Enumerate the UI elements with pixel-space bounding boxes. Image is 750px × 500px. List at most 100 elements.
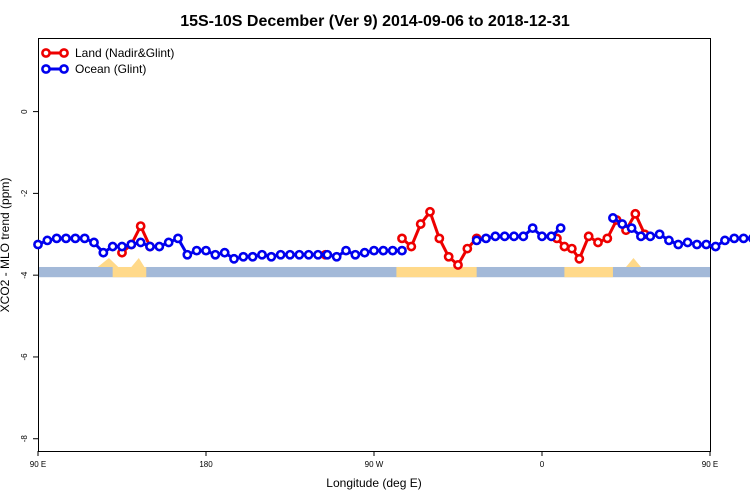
data-point: [42, 235, 53, 246]
data-point: [294, 249, 305, 260]
data-point: [729, 233, 740, 244]
data-point: [537, 231, 547, 242]
series-land: [117, 206, 650, 270]
data-point: [453, 260, 463, 270]
x-axis: 90 E 180 90 W 0 90 E: [30, 451, 718, 469]
ocean-band: [38, 266, 710, 278]
data-point: [636, 231, 646, 242]
data-point: [518, 231, 529, 242]
data-point: [313, 249, 323, 260]
data-point: [126, 239, 137, 250]
y-tick-label: -6: [20, 353, 29, 361]
land-peak: [131, 257, 145, 267]
legend-label: Ocean (Glint): [75, 62, 146, 76]
data-point: [229, 253, 239, 264]
data-point: [434, 233, 445, 244]
data-point: [499, 231, 510, 242]
data-point: [154, 241, 165, 252]
data-point: [257, 249, 267, 260]
y-tick-label: 0: [20, 109, 29, 114]
data-point: [555, 223, 566, 234]
legend-marker: [41, 48, 51, 58]
data-point: [238, 251, 249, 262]
land-segment: [396, 266, 477, 278]
data-point: [509, 231, 519, 242]
data-point: [331, 251, 342, 262]
data-point: [710, 241, 721, 252]
data-point: [33, 239, 43, 250]
y-axis-label: XCO2 - MLO trend (ppm): [0, 178, 12, 313]
data-point: [720, 235, 730, 246]
data-point: [673, 239, 684, 250]
data-point: [70, 233, 81, 244]
data-point: [219, 247, 230, 258]
data-point: [397, 245, 407, 256]
data-point: [738, 233, 749, 244]
data-point: [191, 245, 202, 256]
data-point: [406, 241, 417, 252]
land-segment: [564, 266, 613, 278]
series-ocean: [33, 213, 750, 264]
data-point: [163, 237, 174, 248]
data-point: [471, 235, 482, 246]
data-point: [626, 223, 637, 234]
data-point: [135, 221, 146, 231]
data-point: [135, 237, 146, 248]
data-point: [89, 237, 99, 248]
data-point: [654, 229, 665, 240]
data-point: [369, 245, 379, 256]
x-axis-label: Longitude (deg E): [326, 476, 421, 490]
data-point: [397, 233, 407, 244]
data-point: [201, 245, 211, 256]
x-tick-label: 180: [199, 460, 213, 469]
data-point: [701, 239, 712, 250]
data-point: [574, 253, 585, 264]
data-point: [617, 219, 628, 229]
data-point: [378, 245, 389, 256]
data-point: [443, 251, 454, 262]
land-peak: [626, 257, 641, 267]
series-layer: [33, 206, 750, 270]
data-point: [559, 241, 570, 252]
data-point: [462, 243, 473, 254]
data-point: [247, 251, 258, 262]
data-point: [145, 241, 155, 252]
data-point: [350, 249, 361, 260]
data-point: [692, 239, 702, 250]
legend-marker: [59, 48, 69, 58]
data-point: [630, 208, 641, 219]
data-point: [51, 233, 62, 244]
land-segment: [112, 266, 147, 278]
data-point: [664, 235, 674, 246]
data-point: [566, 243, 577, 254]
data-point: [210, 249, 221, 260]
legend-marker: [41, 64, 51, 74]
data-point: [387, 245, 398, 256]
data-point: [645, 231, 656, 242]
data-point: [546, 231, 557, 242]
data-point: [602, 233, 613, 244]
legend: Land (Nadir&Glint) Ocean (Glint): [41, 46, 174, 76]
legend-marker: [59, 64, 69, 74]
data-point: [481, 233, 491, 244]
data-point: [303, 249, 314, 260]
data-point: [275, 249, 286, 260]
data-point: [61, 233, 71, 244]
data-point: [415, 219, 426, 229]
data-point: [682, 237, 693, 248]
data-point: [359, 247, 370, 258]
data-point: [583, 231, 594, 242]
x-tick-label: 0: [540, 460, 545, 469]
y-tick-label: -4: [20, 271, 29, 279]
series-line: [121, 222, 152, 254]
land-mask-band: [38, 257, 710, 278]
data-point: [117, 241, 127, 252]
data-point: [285, 249, 295, 260]
data-point: [593, 237, 603, 248]
data-point: [173, 233, 183, 244]
data-point: [182, 249, 193, 260]
data-point: [79, 233, 90, 244]
legend-label: Land (Nadir&Glint): [75, 46, 174, 60]
land-peak: [97, 257, 119, 267]
data-point: [490, 231, 501, 242]
